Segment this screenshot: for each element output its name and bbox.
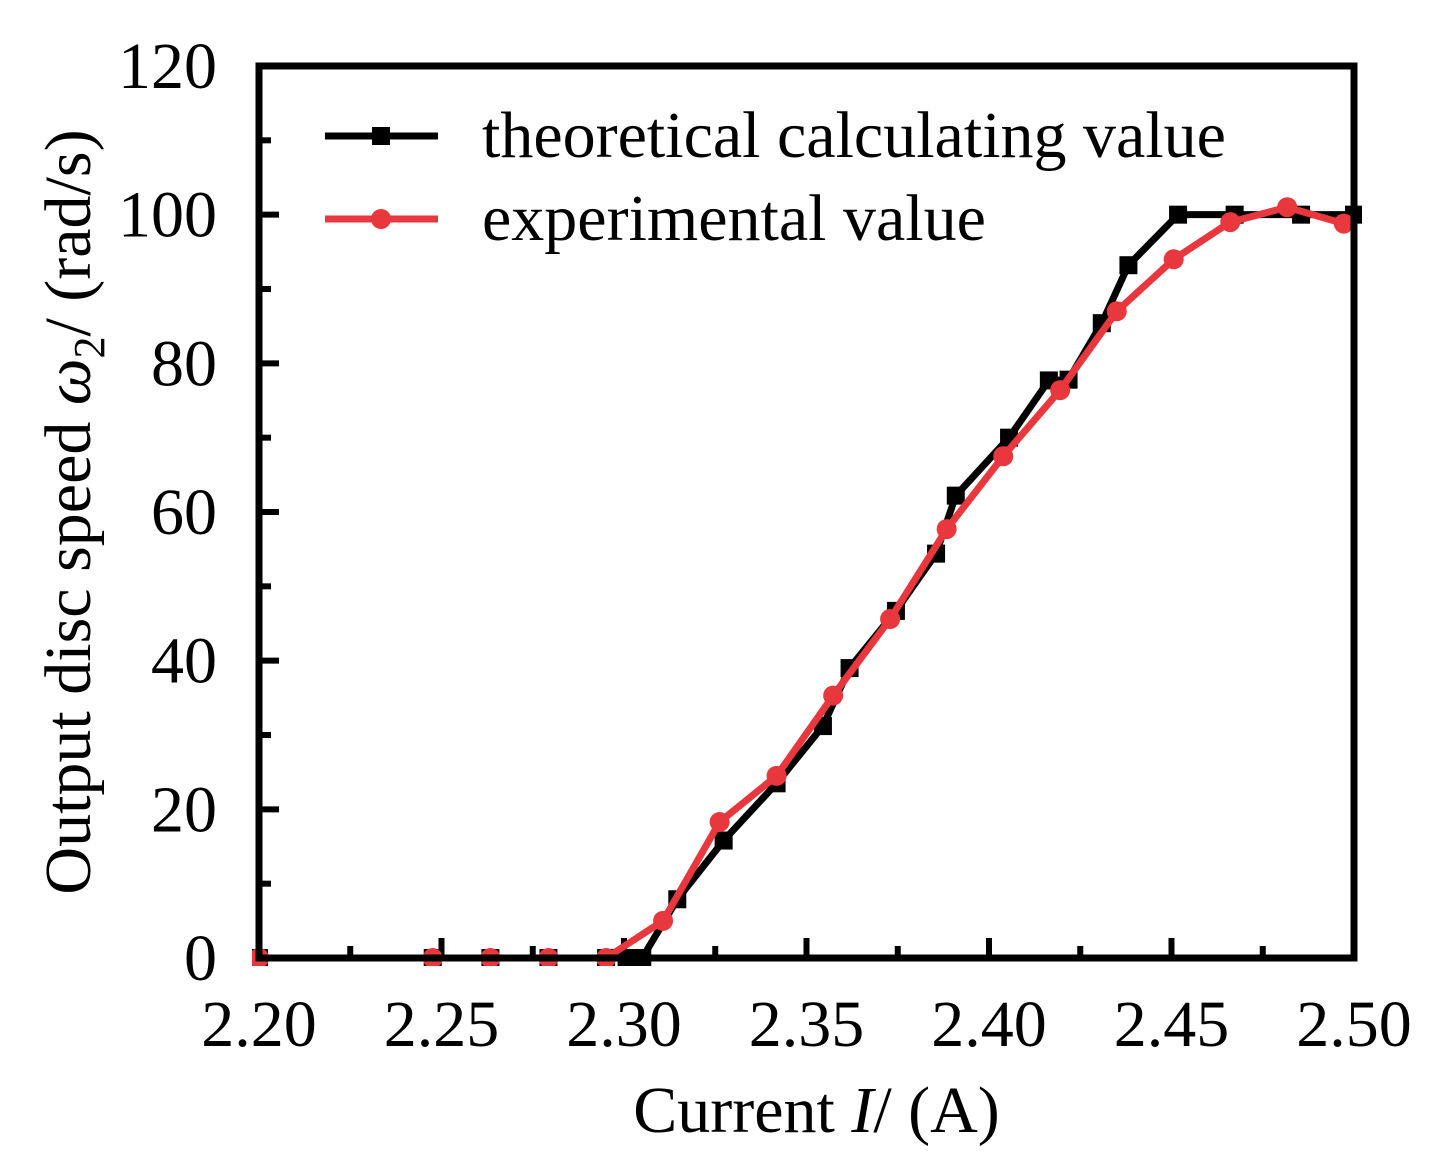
data-point-circle (1106, 301, 1127, 322)
x-tick-label: 2.50 (1296, 988, 1412, 1061)
y-axis-label-prefix: Output disc speed (32, 405, 105, 894)
y-tick-label: 100 (118, 179, 217, 252)
data-point-square (714, 831, 733, 850)
data-point-square (1119, 256, 1138, 275)
x-axis-label: Current I/ (A) (633, 1074, 1000, 1147)
data-point-circle (766, 765, 787, 786)
data-point-circle (880, 609, 901, 630)
y-axis-label-subscript: 2 (65, 337, 114, 359)
data-point-circle (936, 519, 957, 540)
data-point-circle (1163, 249, 1184, 270)
legend-marker-square (372, 127, 390, 145)
y-tick-label: 60 (151, 476, 217, 549)
y-tick-labels: 0 20 40 60 80 100 120 (118, 30, 217, 995)
y-axis-label-suffix: / (rad/s) (32, 129, 105, 336)
data-point-circle (1333, 213, 1354, 234)
x-tick-label: 2.45 (1114, 988, 1230, 1061)
x-tick-label: 2.20 (201, 988, 317, 1061)
data-point-circle (993, 446, 1014, 467)
data-point-circle (653, 910, 674, 931)
y-tick-label: 40 (151, 625, 217, 698)
legend-label: theoretical calculating value (482, 99, 1226, 172)
x-tick-labels: 2.20 2.25 2.30 2.35 2.40 2.45 2.50 (201, 988, 1412, 1061)
data-point-circle (823, 685, 844, 706)
x-axis-label-prefix: Current (633, 1074, 851, 1147)
x-tick-label: 2.40 (931, 988, 1047, 1061)
x-tick-label: 2.30 (566, 988, 682, 1061)
data-point-circle (709, 811, 730, 832)
data-point-circle (1277, 197, 1298, 218)
plot-frame (255, 62, 1358, 962)
legend-marker-circle (371, 209, 391, 229)
y-axis-label: Output disc speed ω2/ (rad/s) (32, 129, 114, 894)
y-tick-label: 20 (151, 773, 217, 846)
y-tick-label: 80 (151, 327, 217, 400)
data-point-circle (1050, 380, 1071, 401)
x-tick-label: 2.35 (749, 988, 865, 1061)
data-point-square (1169, 205, 1188, 224)
data-point-circle (1220, 212, 1241, 233)
legend: theoretical calculating value experimenta… (325, 99, 1226, 255)
y-axis-label-symbol: ω (32, 359, 105, 406)
x-axis-label-symbol: I (850, 1074, 876, 1147)
y-tick-label: 120 (118, 30, 217, 103)
x-tick-label: 2.25 (384, 988, 500, 1061)
data-point-square (946, 486, 965, 505)
legend-label: experimental value (482, 182, 986, 255)
y-tick-label: 0 (184, 922, 217, 995)
x-axis-label-suffix: / (A) (873, 1074, 999, 1147)
